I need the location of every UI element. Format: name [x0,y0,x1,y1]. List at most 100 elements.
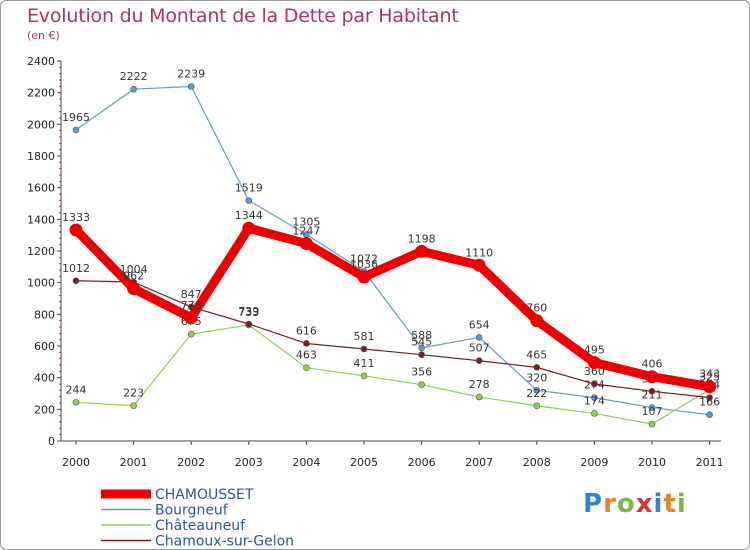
chart-subtitle: (en €) [27,29,60,42]
data-label-chateauneuf: 223 [123,387,144,400]
data-label-chamousset: 1110 [465,246,493,259]
data-point-chamoux-sur-gelon [706,394,713,401]
data-point-bourgneuf [591,394,598,401]
data-label-chamousset: 406 [642,358,663,371]
data-point-chateauneuf [591,410,598,417]
data-label-chateauneuf: 463 [296,349,317,362]
data-point-chamoux-sur-gelon [475,357,483,365]
data-label-bourgneuf: 1305 [292,215,320,228]
data-point-chamousset [472,258,486,272]
data-label-chateauneuf: 174 [584,394,605,407]
x-tick-label: 2002 [177,456,205,469]
data-point-bourgneuf [130,85,137,93]
data-point-chateauneuf [187,330,195,338]
data-point-chateauneuf [418,381,425,388]
data-label-chamoux-sur-gelon: 465 [526,348,547,361]
data-point-chamousset [184,311,198,325]
data-point-chamousset [587,356,601,370]
y-tick-label: 200 [34,403,55,416]
data-point-chamoux-sur-gelon [533,364,541,371]
series-line-chamoux-sur-gelon [75,280,711,399]
x-tick-label: 2001 [120,456,148,469]
data-label-chamousset: 343 [699,368,720,381]
data-point-chateauneuf [360,372,368,380]
data-label-chamoux-sur-gelon: 545 [411,336,432,349]
data-point-bourgneuf [533,387,541,394]
data-label-chamoux-sur-gelon: 507 [469,342,490,355]
chart-title: Evolution du Montant de la Dette par Hab… [27,5,459,27]
data-point-chamoux-sur-gelon [648,387,656,395]
x-tick-label: 2005 [350,456,378,469]
data-label-chateauneuf: 356 [411,366,432,379]
data-point-chamoux-sur-gelon [360,345,368,353]
proxiti-logo: Proxiti [583,489,687,519]
series-line-bourgneuf [75,85,711,416]
legend-label-chateauneuf: Châteauneuf [155,518,246,534]
logo-letter: i [653,489,664,519]
data-point-chamousset [299,237,313,251]
logo-letter: r [603,489,617,519]
data-point-bourgneuf [648,404,656,411]
y-tick-label: 400 [34,372,55,385]
x-tick-label: 2009 [580,456,608,469]
x-tick-label: 2000 [62,456,90,469]
logo-letter: o [616,489,636,519]
data-point-chateauneuf [648,420,656,428]
data-label-chamousset: 1198 [408,232,436,245]
data-label-chamousset: 1344 [235,209,263,222]
data-label-bourgneuf: 1965 [62,111,90,124]
data-label-chamousset: 1333 [62,211,90,224]
legend-label-chamoux-sur-gelon: Chamoux-sur-Gelon [155,534,294,550]
y-tick-label: 2400 [27,55,55,68]
data-label-chamoux-sur-gelon: 739 [238,305,259,318]
data-label-bourgneuf: 2239 [177,67,205,80]
data-label-chamousset: 495 [584,344,605,357]
data-point-chateauneuf [130,402,137,409]
y-tick-label: 1400 [27,213,55,226]
y-tick-label: 1000 [27,277,55,290]
logo-letter: x [635,489,654,519]
data-label-chateauneuf: 325 [699,371,720,384]
data-point-bourgneuf [706,411,713,419]
y-tick-label: 1600 [27,182,55,195]
data-label-chamousset: 778 [181,299,202,312]
data-point-chateauneuf [475,393,483,401]
data-label-chateauneuf: 107 [642,405,663,418]
data-point-chamoux-sur-gelon [72,277,80,285]
legend-label-bourgneuf: Bourgneuf [155,503,229,519]
y-tick-label: 800 [34,308,55,321]
y-tick-label: 1200 [27,245,55,258]
data-label-chamoux-sur-gelon: 616 [296,324,317,337]
data-label-chamousset: 962 [123,270,144,283]
x-tick-label: 2011 [696,456,724,469]
y-tick-label: 2200 [27,87,55,100]
data-label-chamoux-sur-gelon: 1004 [120,263,148,276]
series-line-chateauneuf [75,324,711,425]
data-label-chamousset: 1036 [350,258,378,271]
data-point-bourgneuf [475,334,483,341]
data-label-chamoux-sur-gelon: 1012 [62,262,90,275]
data-label-chamoux-sur-gelon: 847 [181,288,202,301]
data-label-chamousset: 1247 [292,225,320,238]
logo-letter: P [583,489,604,519]
y-tick-label: 0 [48,435,55,448]
data-point-chamousset [530,314,544,328]
data-point-bourgneuf [245,197,253,204]
legend-label-chamousset: CHAMOUSSET [155,487,254,503]
data-point-bourgneuf [418,344,425,352]
data-label-chamousset: 760 [526,302,547,315]
x-tick-label: 2008 [523,456,551,469]
data-point-chamousset [127,282,141,296]
data-label-bourgneuf: 1072 [350,252,378,265]
data-point-chamoux-sur-gelon [591,380,598,388]
data-label-chamoux-sur-gelon: 581 [354,330,375,343]
data-label-bourgneuf: 166 [699,396,720,409]
x-tick-label: 2006 [408,456,436,469]
data-point-bourgneuf [187,83,195,90]
data-label-chateauneuf: 244 [66,383,87,396]
data-label-chateauneuf: 733 [238,306,259,319]
x-tick-label: 2004 [292,456,320,469]
data-label-chateauneuf: 278 [469,378,490,391]
